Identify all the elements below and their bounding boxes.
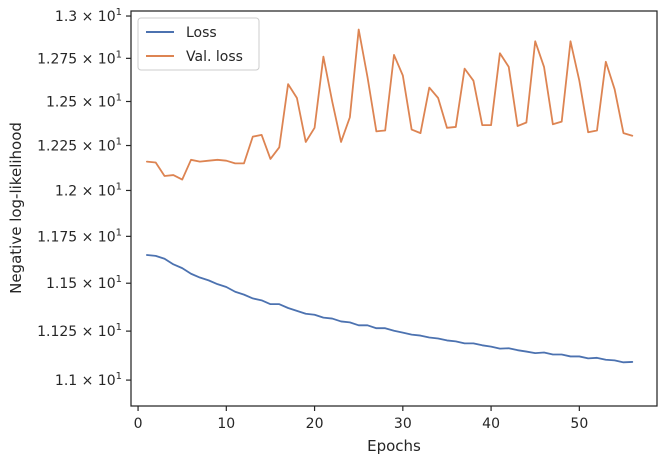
y-axis: 1.1 × 101 1.125 × 101 1.15 × 101 1.175 × 10… — [37, 7, 131, 389]
x-tick-label: 30 — [394, 416, 412, 432]
y-tick-label: 1.175 × 101 — [37, 227, 122, 245]
axes-frame — [130, 10, 658, 407]
series-line-loss — [145, 254, 634, 364]
plot-lines — [145, 28, 634, 364]
y-axis-title: Negative log-likelihood — [7, 122, 25, 294]
legend-label-loss: Loss — [186, 25, 217, 41]
x-tick-label: 0 — [134, 416, 143, 432]
y-tick-label: 1.15 × 101 — [46, 274, 122, 292]
y-tick-label: 1.275 × 101 — [37, 49, 122, 67]
y-tick-label: 1.3 × 101 — [55, 7, 122, 25]
legend: Loss Val. loss — [137, 17, 260, 71]
y-tick-label: 1.25 × 101 — [46, 92, 122, 110]
y-tick-label: 1.125 × 101 — [37, 322, 122, 340]
x-axis: 0 10 20 30 40 50 — [134, 406, 588, 432]
legend-label-val-loss: Val. loss — [186, 49, 243, 65]
y-tick-label: 1.225 × 101 — [37, 137, 122, 155]
y-tick-label: 1.2 × 101 — [55, 181, 122, 199]
y-tick-label: 1.1 × 101 — [55, 371, 122, 389]
x-tick-label: 20 — [306, 416, 324, 432]
x-tick-label: 40 — [482, 416, 500, 432]
x-axis-title: Epochs — [367, 437, 421, 455]
x-tick-label: 50 — [570, 416, 588, 432]
series-line-val-loss — [145, 28, 634, 181]
x-tick-label: 10 — [217, 416, 235, 432]
